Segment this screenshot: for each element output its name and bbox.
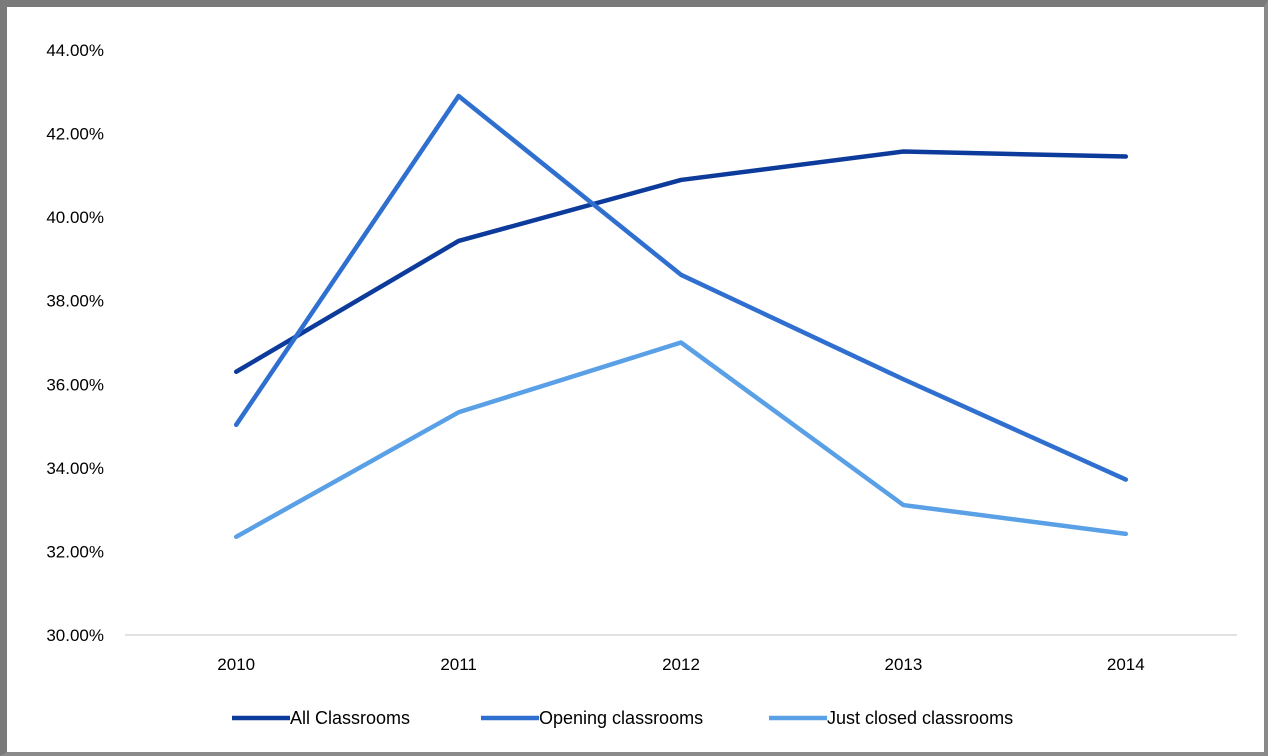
y-tick-label: 34.00% bbox=[46, 459, 104, 478]
legend-label: All Classrooms bbox=[290, 708, 410, 728]
y-tick-label: 36.00% bbox=[46, 375, 104, 394]
x-tick-label: 2011 bbox=[440, 655, 477, 674]
y-tick-label: 30.00% bbox=[46, 626, 104, 645]
series-lines bbox=[233, 93, 1129, 540]
y-tick-label: 42.00% bbox=[46, 125, 104, 144]
x-tick-label: 2013 bbox=[884, 655, 922, 674]
y-tick-label: 40.00% bbox=[46, 208, 104, 227]
x-tick-label: 2012 bbox=[662, 655, 700, 674]
x-tick-label: 2014 bbox=[1107, 655, 1145, 674]
x-axis: 2010 2011 2012 2013 2014 bbox=[125, 634, 1237, 674]
legend-label: Opening classrooms bbox=[539, 708, 703, 728]
legend-label: Just closed classrooms bbox=[827, 708, 1013, 728]
legend: All Classrooms Opening classrooms Just clo… bbox=[232, 708, 1013, 728]
y-tick-label: 44.00% bbox=[46, 41, 104, 60]
y-tick-label: 38.00% bbox=[46, 292, 104, 311]
series-line-just-closed-classrooms bbox=[233, 340, 1129, 540]
y-axis: 30.00% 32.00% 34.00% 36.00% 38.00% 40.00% 42.0… bbox=[46, 41, 104, 645]
series-line-all-classrooms bbox=[233, 149, 1129, 374]
x-tick-label: 2010 bbox=[217, 655, 255, 674]
series-line-opening-classrooms bbox=[233, 93, 1129, 482]
y-tick-label: 32.00% bbox=[46, 542, 104, 561]
